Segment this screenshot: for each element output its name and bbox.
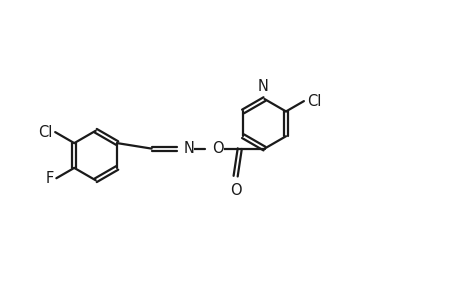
Text: O: O <box>212 141 224 156</box>
Text: Cl: Cl <box>307 94 321 109</box>
Text: Cl: Cl <box>38 124 52 140</box>
Text: N: N <box>257 79 268 94</box>
Text: N: N <box>183 141 194 156</box>
Text: O: O <box>230 183 241 198</box>
Text: F: F <box>45 171 54 186</box>
